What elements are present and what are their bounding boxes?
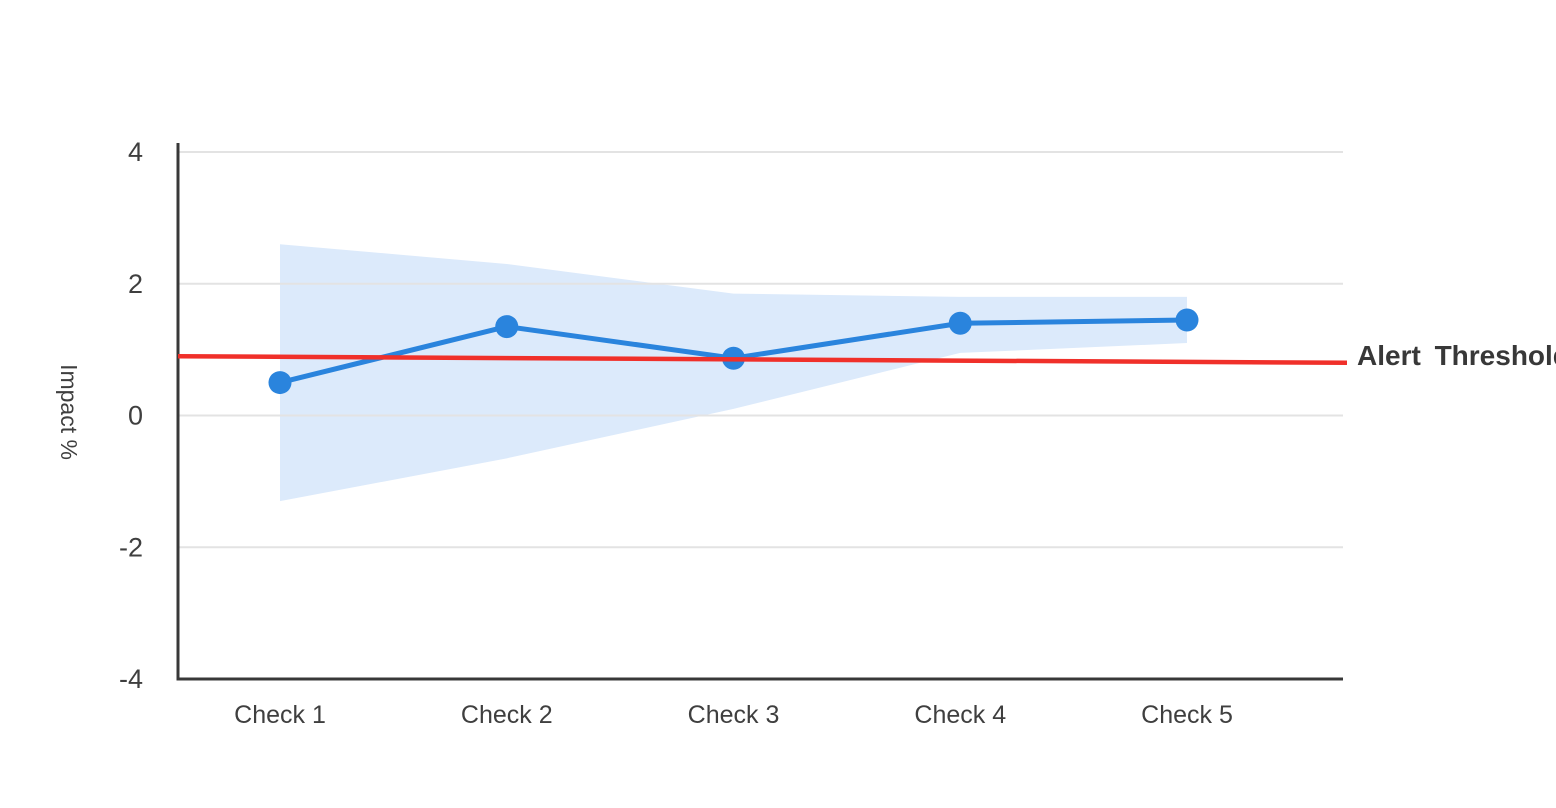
alert-threshold-line <box>177 353 1348 366</box>
y-tick-labels: 4 2 0 -2 -4 <box>119 137 143 694</box>
y-tick-label--4: -4 <box>119 664 143 694</box>
y-tick-label-4: 4 <box>128 137 143 167</box>
alert-threshold-label: Alert Threshold <box>1357 340 1556 371</box>
threshold-line <box>177 353 1348 366</box>
y-tick-label--2: -2 <box>119 532 143 562</box>
axes <box>176 143 1343 681</box>
gridlines <box>178 151 1343 549</box>
x-tick-label-4: Check 4 <box>914 701 1006 729</box>
data-point-check-4[interactable] <box>948 311 972 335</box>
data-point-check-1[interactable] <box>268 371 292 395</box>
y-tick-label-2: 2 <box>128 269 143 299</box>
data-point-check-5[interactable] <box>1175 308 1199 332</box>
data-point-check-2[interactable] <box>495 315 519 339</box>
y-axis-title: Impact % <box>56 364 82 460</box>
confidence-band-area <box>280 244 1187 502</box>
y-tick-label-0: 0 <box>128 401 143 431</box>
x-tick-label-2: Check 2 <box>461 701 553 729</box>
x-tick-label-5: Check 5 <box>1141 701 1233 729</box>
x-tick-label-3: Check 3 <box>688 701 780 729</box>
x-tick-labels: Check 1 Check 2 Check 3 Check 4 Check 5 <box>234 701 1233 729</box>
x-tick-label-1: Check 1 <box>234 701 326 729</box>
confidence-band <box>280 244 1187 502</box>
